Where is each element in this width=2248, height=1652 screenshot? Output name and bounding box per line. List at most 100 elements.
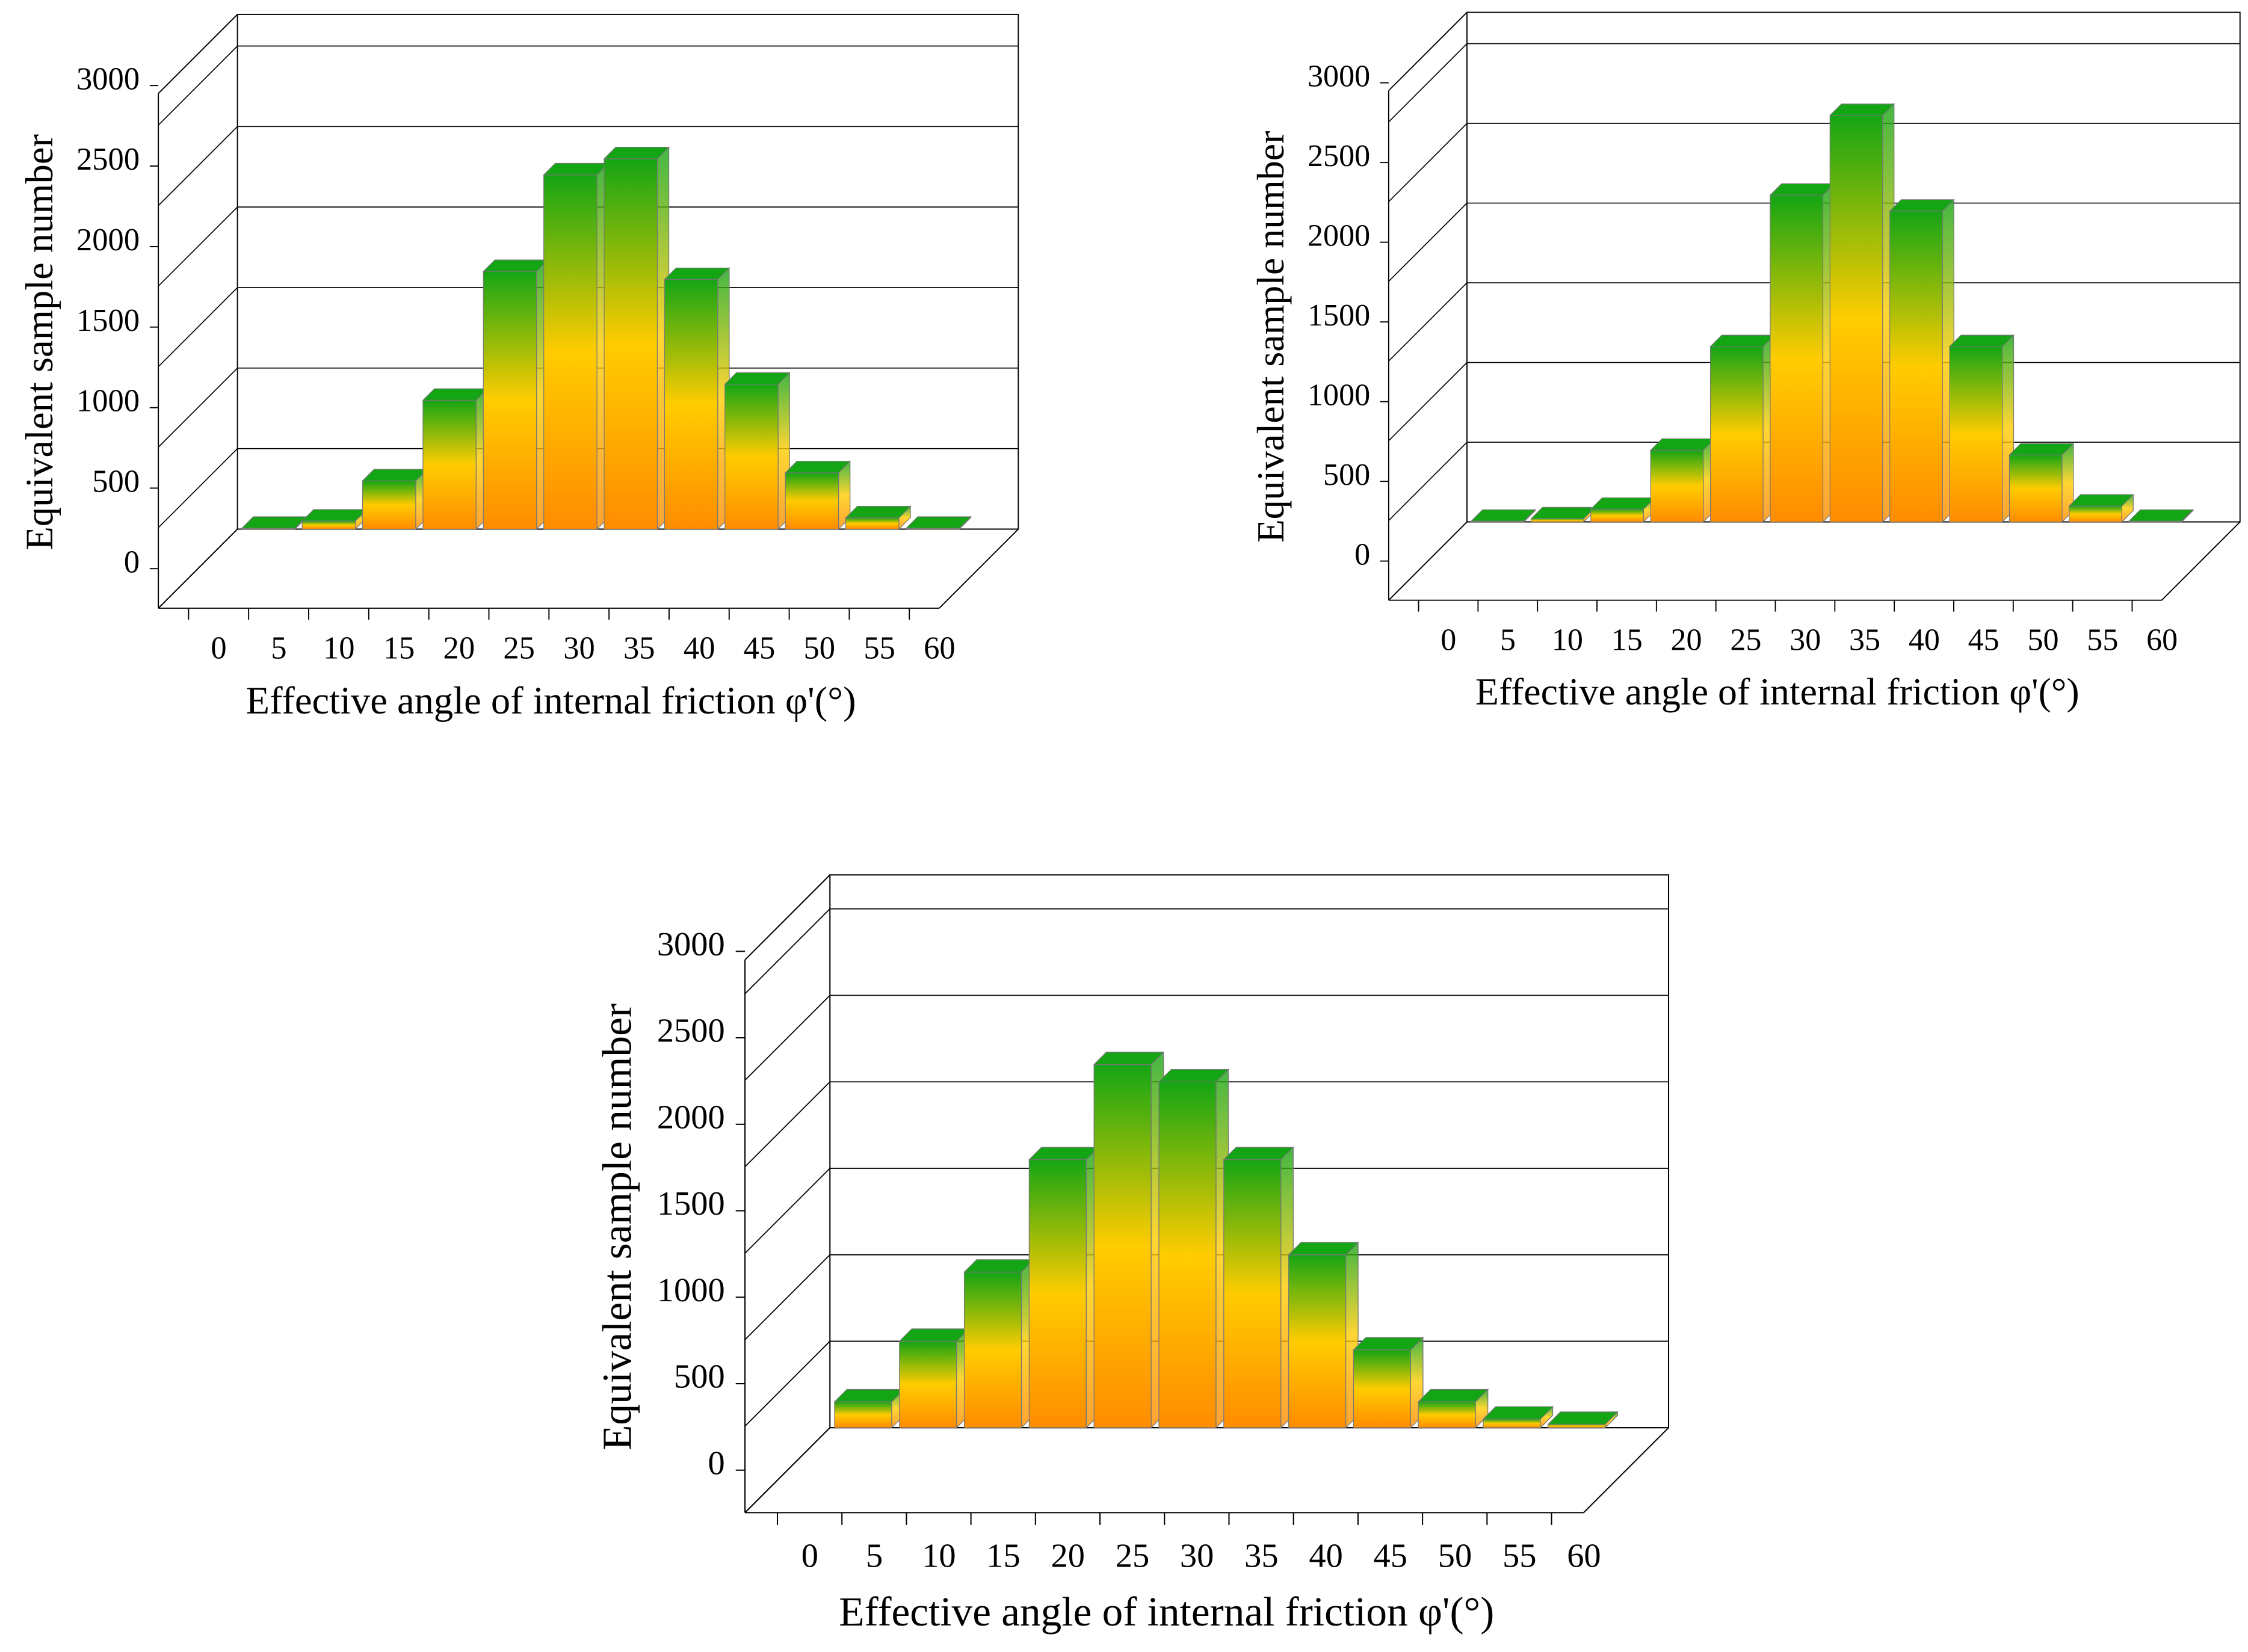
x-tick-label: 35 <box>1849 623 1880 658</box>
x-tick-label: 55 <box>1502 1537 1536 1574</box>
bar-top <box>1470 509 1536 522</box>
x-axis-title: Effective angle of internal friction φ'(… <box>839 1588 1494 1635</box>
bar-front <box>963 1271 1022 1428</box>
bar-front <box>1829 115 1883 523</box>
x-tick-label: 60 <box>924 631 956 666</box>
y-tick-label: 2500 <box>1308 139 1370 173</box>
grid-line-side <box>1388 521 1468 601</box>
grid-line-side <box>744 1340 830 1427</box>
bar-top <box>1649 438 1716 451</box>
floor-right <box>1583 1427 1669 1514</box>
bar-top <box>898 1328 970 1342</box>
x-tick-label: 35 <box>623 631 655 666</box>
bar-top <box>422 388 489 401</box>
bar-top <box>241 516 307 529</box>
x-tick-label: 55 <box>863 631 895 666</box>
x-tick-label: 25 <box>503 631 535 666</box>
x-tick-label: 10 <box>1552 623 1583 658</box>
bar-top <box>1093 1052 1165 1065</box>
grid-line-side <box>1388 362 1468 442</box>
bar-top <box>1352 1337 1424 1351</box>
x-tick-label: 40 <box>1309 1537 1342 1574</box>
x-tick-label: 50 <box>2027 623 2058 658</box>
x-tick-label: 55 <box>2087 623 2118 658</box>
x-tick-label: 30 <box>563 631 595 666</box>
bar-top <box>1948 334 2015 347</box>
y-tick-label: 500 <box>92 464 140 499</box>
grid-line-side <box>744 1254 830 1340</box>
bar-front <box>2069 505 2122 523</box>
bar-front <box>845 517 900 530</box>
x-tick-label: 50 <box>804 631 836 666</box>
bar-top <box>905 516 972 529</box>
x-tick-label: 0 <box>211 631 226 666</box>
bar-top <box>543 162 610 176</box>
x-axis-title: Effective angle of internal friction φ'(… <box>246 679 856 722</box>
x-tick-label: 35 <box>1244 1537 1278 1574</box>
y-tick-label: 3000 <box>76 61 140 96</box>
y-tick-label: 0 <box>1354 538 1370 572</box>
y-tick-label: 2000 <box>657 1099 725 1136</box>
x-tick-label: 5 <box>1500 623 1516 658</box>
bar-front <box>724 383 779 530</box>
bar-top <box>1547 1411 1619 1425</box>
grid-line-side <box>1388 123 1468 202</box>
bar-front <box>1028 1159 1087 1428</box>
y-tick-label: 2000 <box>1308 219 1370 253</box>
x-tick-label: 45 <box>1374 1537 1407 1574</box>
bar-top <box>2009 443 2075 455</box>
bar-front <box>1223 1159 1282 1428</box>
x-tick-label: 20 <box>1671 623 1702 658</box>
y-tick-label: 1500 <box>1308 298 1370 333</box>
bar-front <box>1709 346 1764 523</box>
bar-front <box>301 520 356 530</box>
bar-front <box>543 174 598 530</box>
bar-top <box>1530 507 1596 519</box>
x-tick-label: 40 <box>684 631 715 666</box>
grid-line-side <box>1388 202 1468 282</box>
x-tick-label: 20 <box>443 631 475 666</box>
x-tick-label: 10 <box>323 631 355 666</box>
x-tick-label: 5 <box>866 1537 883 1574</box>
left-wall-top <box>158 14 238 94</box>
x-tick-label: 60 <box>2146 623 2178 658</box>
bar-top <box>1028 1147 1100 1160</box>
y-tick-label: 500 <box>1323 458 1370 492</box>
bar-top <box>1288 1242 1359 1256</box>
x-tick-label: 20 <box>1051 1537 1085 1574</box>
grid-line-side <box>744 908 830 994</box>
x-tick-label: 10 <box>922 1537 956 1574</box>
bar-top <box>963 1259 1035 1273</box>
bar-front <box>604 158 658 530</box>
bar-front <box>1889 211 1943 523</box>
bar-top <box>2068 494 2134 507</box>
bar-front <box>1548 1423 1606 1428</box>
bar-top <box>301 509 368 522</box>
x-tick-label: 45 <box>744 631 776 666</box>
bar-front <box>834 1401 892 1428</box>
y-tick-label: 1000 <box>1308 378 1370 413</box>
bar-front <box>1590 508 1644 523</box>
y-tick-label: 0 <box>708 1444 724 1482</box>
y-tick-label: 3000 <box>1308 60 1370 94</box>
bar-top <box>1417 1388 1489 1402</box>
grid-line-side <box>744 994 830 1081</box>
bar-front <box>1650 449 1704 523</box>
bar-front <box>664 279 718 530</box>
chart: 0 500 1000 1500 2000 2500 3000 0 5 10 15 20 25 30 35 40… <box>594 874 1670 1635</box>
bar-top <box>1889 199 1955 212</box>
bar-top <box>845 506 912 519</box>
y-tick-label: 0 <box>124 544 140 579</box>
x-tick-label: 45 <box>1968 623 1999 658</box>
bar-top <box>1769 183 1835 196</box>
bar-top <box>1590 497 1656 510</box>
grid-line-side <box>158 45 238 126</box>
y-axis-title: Equivalent sample number <box>594 1003 640 1450</box>
grid-line-side <box>744 1081 830 1168</box>
bar-front <box>362 480 416 530</box>
grid-line-side <box>1388 43 1468 123</box>
chart: 0 500 1000 1500 2000 2500 3000 0 5 10 15 20 25 30 35 40… <box>18 13 1019 722</box>
grid-line-side <box>744 1168 830 1254</box>
x-axis-title: Effective angle of internal friction φ'(… <box>1475 670 2080 713</box>
